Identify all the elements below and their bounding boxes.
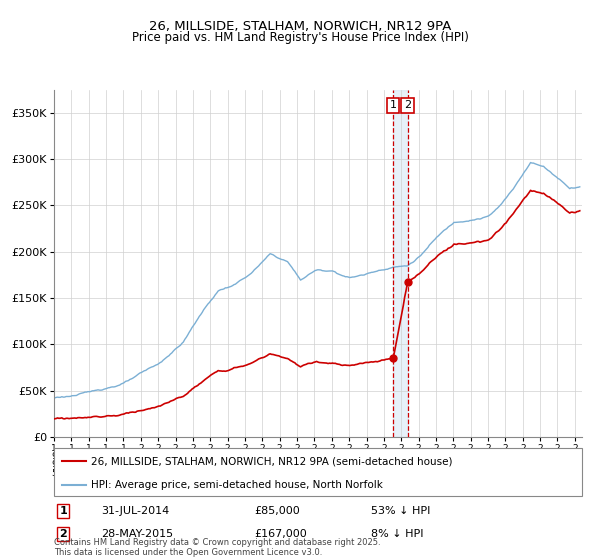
Text: £167,000: £167,000 <box>254 529 307 539</box>
Bar <box>393 90 407 437</box>
Text: HPI: Average price, semi-detached house, North Norfolk: HPI: Average price, semi-detached house,… <box>91 480 383 490</box>
Text: 8% ↓ HPI: 8% ↓ HPI <box>371 529 424 539</box>
Text: 2: 2 <box>59 529 67 539</box>
Text: 1: 1 <box>389 100 397 110</box>
Text: 2: 2 <box>404 100 411 110</box>
Text: 1: 1 <box>59 506 67 516</box>
Text: 28-MAY-2015: 28-MAY-2015 <box>101 529 173 539</box>
Text: £85,000: £85,000 <box>254 506 301 516</box>
Text: 26, MILLSIDE, STALHAM, NORWICH, NR12 9PA (semi-detached house): 26, MILLSIDE, STALHAM, NORWICH, NR12 9PA… <box>91 456 452 466</box>
Text: 26, MILLSIDE, STALHAM, NORWICH, NR12 9PA: 26, MILLSIDE, STALHAM, NORWICH, NR12 9PA <box>149 20 451 32</box>
FancyBboxPatch shape <box>54 448 582 496</box>
Text: Contains HM Land Registry data © Crown copyright and database right 2025.
This d: Contains HM Land Registry data © Crown c… <box>54 538 380 557</box>
Text: 31-JUL-2014: 31-JUL-2014 <box>101 506 170 516</box>
Text: Price paid vs. HM Land Registry's House Price Index (HPI): Price paid vs. HM Land Registry's House … <box>131 31 469 44</box>
Text: 53% ↓ HPI: 53% ↓ HPI <box>371 506 430 516</box>
